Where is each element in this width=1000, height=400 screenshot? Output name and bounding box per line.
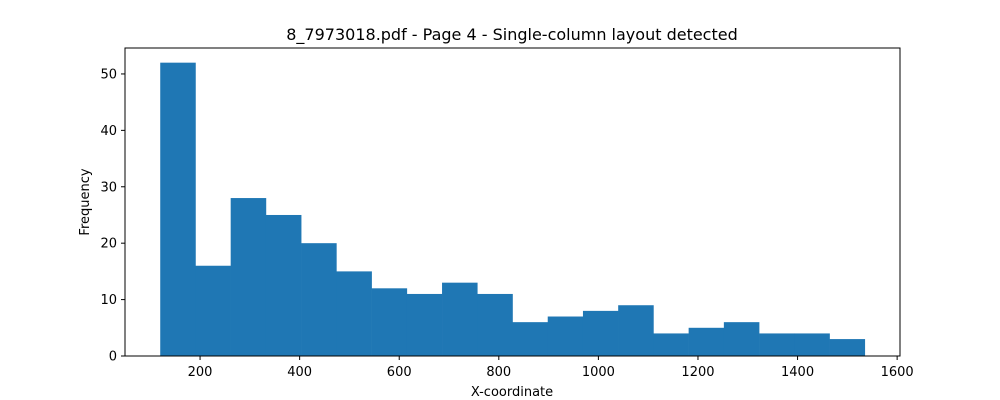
histogram-bar [512, 322, 549, 356]
x-tick-label: 1000 [582, 365, 615, 380]
histogram-bar [653, 333, 689, 356]
y-tick-label: 10 [100, 293, 117, 308]
y-tick-label: 0 [109, 350, 117, 365]
x-tick-label: 200 [188, 365, 213, 380]
histogram-bar [195, 265, 231, 356]
chart-title: 8_7973018.pdf - Page 4 - Single-column l… [286, 25, 738, 45]
bars-group [160, 62, 866, 357]
histogram-bar [829, 339, 866, 356]
histogram-bar [582, 310, 619, 356]
y-axis-ticks: 0 10 20 30 40 50 [100, 67, 125, 365]
y-tick-label: 20 [100, 237, 117, 252]
histogram-bar [406, 293, 443, 356]
histogram-bar [265, 214, 302, 356]
x-tick-label: 1200 [681, 365, 714, 380]
y-axis-label: Frequency [78, 168, 93, 235]
histogram-bar [301, 243, 337, 356]
x-tick-label: 600 [387, 365, 412, 380]
y-tick-label: 40 [100, 124, 117, 139]
histogram-bar [371, 288, 408, 356]
x-tick-label: 800 [486, 365, 511, 380]
x-tick-label: 1400 [781, 365, 814, 380]
histogram-bar [547, 316, 584, 356]
histogram-bar [442, 282, 478, 356]
histogram-bar [688, 327, 725, 356]
x-tick-label: 1600 [881, 365, 914, 380]
x-axis-ticks: 200 400 600 800 1000 1200 1400 1600 [188, 356, 914, 380]
histogram-bar [230, 198, 267, 356]
y-tick-label: 50 [100, 67, 117, 82]
x-tick-label: 400 [287, 365, 312, 380]
histogram-bar [336, 271, 372, 356]
histogram-bar [759, 333, 795, 356]
y-tick-label: 30 [100, 180, 117, 195]
histogram-bar [618, 305, 654, 356]
histogram-bar [723, 322, 760, 356]
histogram-bar [160, 62, 196, 357]
plot-frame [124, 47, 901, 357]
histogram-bar [794, 333, 830, 356]
x-axis-label: X-coordinate [471, 385, 553, 400]
histogram-bar [477, 293, 513, 356]
